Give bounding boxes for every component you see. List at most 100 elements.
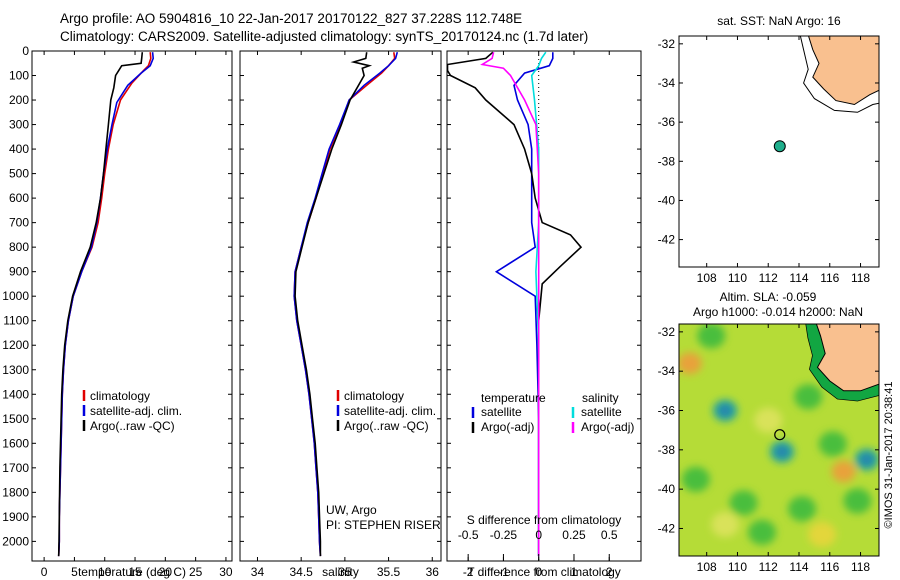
series-line-satellite-adj-clim- <box>293 51 399 557</box>
sla-anomaly-core <box>719 405 732 416</box>
figure-title-line1: Argo profile: AO 5904816_10 22-Jan-2017 … <box>60 11 523 26</box>
sla-anomaly <box>748 519 777 546</box>
sla-anomaly <box>788 496 817 522</box>
depth-tick-label: 200 <box>9 93 29 107</box>
sla-anomaly <box>681 466 710 492</box>
legend-title-temperature: temperature <box>481 391 546 405</box>
series-line-climatology <box>293 52 396 557</box>
difference-plot-frame <box>446 50 642 562</box>
sla-map-lat-label: -42 <box>658 521 676 535</box>
depth-tick-label: 1500 <box>2 412 29 426</box>
temperature-axis-tick-label: 30 <box>219 565 233 579</box>
series-line-t-argo-adj- <box>446 51 583 557</box>
sst-map-frame <box>678 35 880 268</box>
temperature-axis-tick-label: 25 <box>189 565 203 579</box>
sla-map-lon-label: 118 <box>851 560 870 574</box>
salinity-axis-tick-label: 34.5 <box>289 565 313 579</box>
sla-map-title: Altim. SLA: -0.059 <box>720 290 817 304</box>
sst-map-lon-label: 114 <box>789 271 808 285</box>
depth-tick-label: 1200 <box>2 338 29 352</box>
depth-tick-label: 1000 <box>2 289 29 303</box>
sst-map-lon-label: 108 <box>697 271 717 285</box>
credit-label: ©IMOS 31-Jan-2017 20:38:41 <box>883 382 895 529</box>
depth-tick-label: 1300 <box>2 363 29 377</box>
legend-label-salinity: climatology <box>344 389 404 403</box>
salinity-diff-tick-label: -0.25 <box>490 528 518 542</box>
sla-anomaly <box>711 511 740 538</box>
series-line-argo-raw-qc- <box>57 52 144 557</box>
temperature-axis-tick-label: 20 <box>159 565 173 579</box>
sla-map-lat-label: -38 <box>658 443 676 457</box>
sst-map-lat-label: -42 <box>658 233 676 247</box>
sst-map-lon-label: 110 <box>728 271 747 285</box>
depth-tick-label: 1800 <box>2 485 29 499</box>
depth-tick-label: 0 <box>22 44 29 58</box>
depth-tick-label: 800 <box>9 240 29 254</box>
salinity-axis-tick-label: 36 <box>426 565 440 579</box>
sst-map-title: sat. SST: NaN Argo: 16 <box>717 14 841 28</box>
sla-anomaly <box>808 521 837 547</box>
float-marker-sst <box>773 140 786 153</box>
land-mass <box>808 36 879 106</box>
sla-anomaly <box>729 490 758 516</box>
sla-anomaly <box>754 407 783 433</box>
legend-label-difference: Argo(-adj) <box>481 420 534 434</box>
difference-axis-tick-label: 2 <box>606 565 613 579</box>
sla-anomaly <box>679 352 702 375</box>
salinity-axis-tick-label: 35.5 <box>377 565 401 579</box>
legend-label-temperature: Argo(..raw -QC) <box>90 419 175 433</box>
salinity-diff-tick-label: 0.5 <box>601 528 618 542</box>
depth-tick-label: 1900 <box>2 510 29 524</box>
series-line-s-argo-adj- <box>480 52 540 557</box>
legend-label-temperature: satellite-adj. clim. <box>90 404 182 418</box>
sla-map-lat-label: -34 <box>658 364 676 378</box>
sla-map-lon-label: 112 <box>759 560 778 574</box>
sst-map-lat-label: -34 <box>658 76 676 90</box>
sla-anomaly <box>697 324 726 349</box>
temperature-axis-tick-label: 5 <box>71 565 78 579</box>
series-line-t-satellite <box>494 52 554 557</box>
sla-map-lon-label: 110 <box>728 560 747 574</box>
temperature-axis-tick-label: 0 <box>41 565 48 579</box>
sst-map-content <box>799 36 879 113</box>
temperature-axis-tick-label: 15 <box>128 565 142 579</box>
salinity-diff-tick-label: 0.25 <box>562 528 586 542</box>
sla-map-lat-label: -40 <box>658 482 676 496</box>
legend-label-temperature: climatology <box>90 389 150 403</box>
sla-map-lat-label: -36 <box>658 404 676 418</box>
pi-annotation: UW, Argo <box>326 503 377 517</box>
depth-tick-label: 1400 <box>2 387 29 401</box>
sst-map-lat-label: -32 <box>658 37 676 51</box>
sla-map-lon-label: 116 <box>820 560 839 574</box>
sst-map-lon-label: 112 <box>759 271 778 285</box>
difference-axis-label: T difference from climatology <box>467 565 621 579</box>
sla-map-content <box>679 324 879 556</box>
legend-title-salinity: salinity <box>582 391 619 405</box>
salinity-axis-tick-label: 35 <box>338 565 352 579</box>
salinity-diff-tick-label: 0 <box>535 528 542 542</box>
sla-map-subtitle: Argo h1000: -0.014 h2000: NaN <box>693 305 863 319</box>
series-line-climatology <box>57 52 152 557</box>
sla-anomaly <box>818 431 847 457</box>
depth-tick-label: 1100 <box>3 314 29 328</box>
temperature-axis-tick-label: 10 <box>98 565 112 579</box>
difference-axis-tick-label: -1 <box>498 565 509 579</box>
sla-map-lon-label: 108 <box>697 560 717 574</box>
sst-map-lat-label: -38 <box>658 154 676 168</box>
sla-field <box>679 324 879 547</box>
sla-map-lon-label: 114 <box>789 560 808 574</box>
sst-map-lon-label: 116 <box>820 271 839 285</box>
depth-tick-label: 600 <box>9 191 29 205</box>
series-line-argo-raw-qc- <box>294 52 373 557</box>
sst-map-lat-label: -36 <box>658 115 676 129</box>
legend-label-difference: Argo(-adj) <box>581 420 634 434</box>
sla-map-frame <box>678 323 880 557</box>
salinity-plot-frame <box>239 50 442 562</box>
sla-anomaly <box>843 488 872 514</box>
depth-tick-label: 1700 <box>2 461 29 475</box>
series-line-satellite-adj-clim- <box>57 52 155 557</box>
salinity-axis-tick-label: 34 <box>251 565 265 579</box>
sst-map-lat-label: -40 <box>658 193 676 207</box>
difference-axis-tick-label: -2 <box>463 565 474 579</box>
land-mass <box>815 324 879 392</box>
